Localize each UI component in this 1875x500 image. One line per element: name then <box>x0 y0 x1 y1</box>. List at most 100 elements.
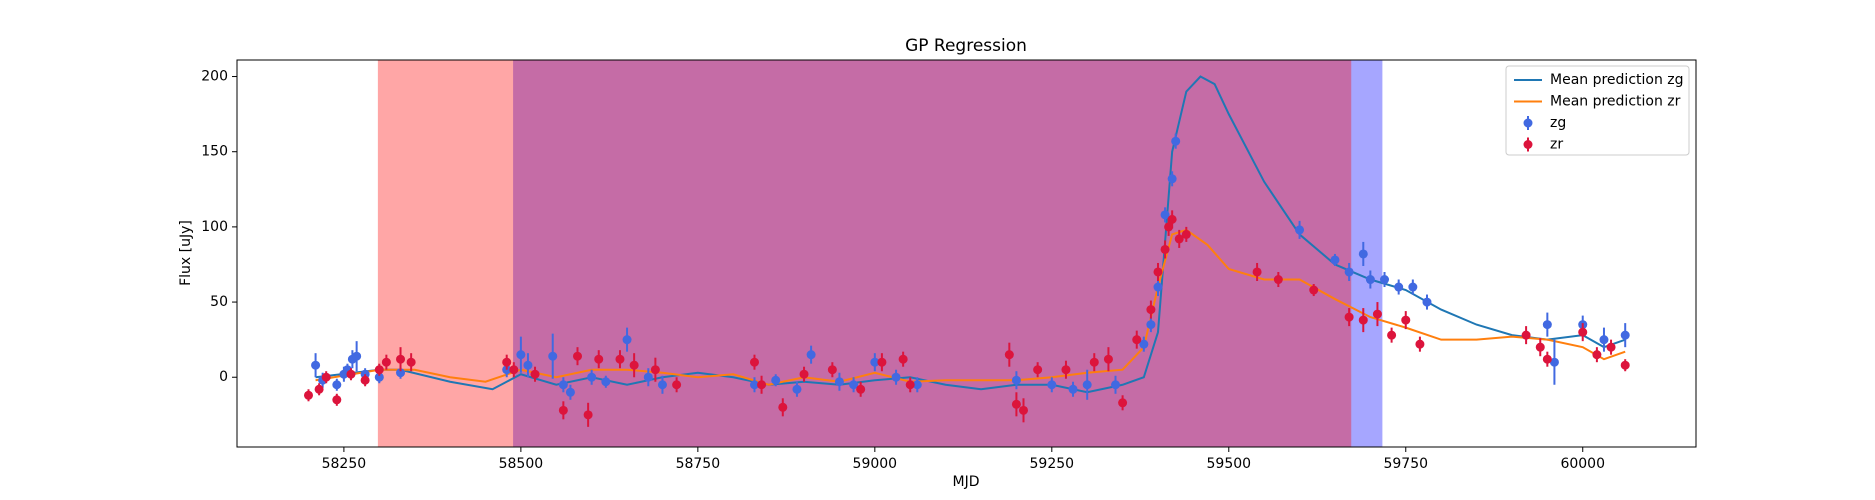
point <box>1082 380 1092 390</box>
point <box>1358 315 1368 325</box>
point <box>749 357 759 367</box>
point <box>650 365 660 375</box>
legend-marker <box>1523 118 1533 128</box>
span <box>513 60 1383 447</box>
point <box>1011 399 1021 409</box>
point <box>1153 282 1163 292</box>
point <box>1542 354 1552 364</box>
point <box>558 380 568 390</box>
point <box>1004 350 1014 360</box>
point <box>1387 330 1397 340</box>
point <box>1521 330 1531 340</box>
point <box>1394 282 1404 292</box>
x-tick-label: 60000 <box>1560 456 1605 472</box>
point <box>381 357 391 367</box>
point <box>1160 244 1170 254</box>
point <box>912 380 922 390</box>
y-tick-label: 200 <box>201 69 228 85</box>
point <box>1089 357 1099 367</box>
x-axis-label: MJD <box>953 474 980 490</box>
point <box>594 354 604 364</box>
point <box>1358 249 1368 259</box>
legend-label: zg <box>1550 115 1566 131</box>
point <box>1174 234 1184 244</box>
point <box>1330 255 1340 265</box>
point <box>1167 214 1177 224</box>
point <box>1344 267 1354 277</box>
point <box>396 368 406 378</box>
point <box>1146 320 1156 330</box>
point <box>583 410 593 420</box>
point <box>1309 285 1319 295</box>
x-tick-label: 58750 <box>676 456 721 472</box>
point <box>1164 222 1174 232</box>
point <box>622 335 632 345</box>
point <box>346 369 356 379</box>
point <box>1365 275 1375 285</box>
plot-area <box>303 60 1630 447</box>
point <box>332 380 342 390</box>
x-tick-label: 58500 <box>499 456 544 472</box>
point <box>1139 339 1149 349</box>
point <box>749 380 759 390</box>
point <box>1578 327 1588 337</box>
point <box>1111 380 1121 390</box>
point <box>629 360 639 370</box>
point <box>672 380 682 390</box>
point <box>406 357 416 367</box>
legend-label: zr <box>1550 137 1563 153</box>
chart-title: GP Regression <box>905 36 1027 56</box>
point <box>1061 365 1071 375</box>
point <box>1153 267 1163 277</box>
point <box>1415 339 1425 349</box>
point <box>827 365 837 375</box>
y-tick-label: 0 <box>219 369 228 385</box>
point <box>1549 357 1559 367</box>
point <box>1047 380 1057 390</box>
point <box>530 369 540 379</box>
point <box>870 357 880 367</box>
point <box>396 354 406 364</box>
point <box>877 357 887 367</box>
point <box>1599 335 1609 345</box>
point <box>1171 136 1181 146</box>
point <box>1132 335 1142 345</box>
point <box>1273 275 1283 285</box>
point <box>558 405 568 415</box>
point <box>1295 225 1305 235</box>
y-tick-label: 50 <box>210 294 228 310</box>
point <box>502 357 512 367</box>
point <box>834 377 844 387</box>
point <box>374 372 384 382</box>
point <box>1542 320 1552 330</box>
point <box>757 380 767 390</box>
axes-frame <box>236 59 1697 448</box>
point <box>1401 315 1411 325</box>
point <box>657 380 667 390</box>
point <box>565 387 575 397</box>
point <box>891 372 901 382</box>
legend-label: Mean prediction zg <box>1550 72 1684 88</box>
x-tick-label: 59750 <box>1383 456 1428 472</box>
point <box>374 365 384 375</box>
point <box>1344 312 1354 322</box>
point <box>601 377 611 387</box>
y-axis-label: Flux [uJy] <box>178 220 194 286</box>
point <box>1422 297 1432 307</box>
point <box>516 350 526 360</box>
point <box>587 372 597 382</box>
point <box>1620 330 1630 340</box>
point <box>573 351 583 361</box>
point <box>615 354 625 364</box>
point <box>1118 398 1128 408</box>
point <box>1606 342 1616 352</box>
point <box>321 372 331 382</box>
point <box>509 365 519 375</box>
x-tick-label: 59000 <box>853 456 898 472</box>
point <box>1146 305 1156 315</box>
point <box>523 360 533 370</box>
x-tick-label: 58250 <box>322 456 367 472</box>
y-tick-label: 100 <box>201 219 228 235</box>
